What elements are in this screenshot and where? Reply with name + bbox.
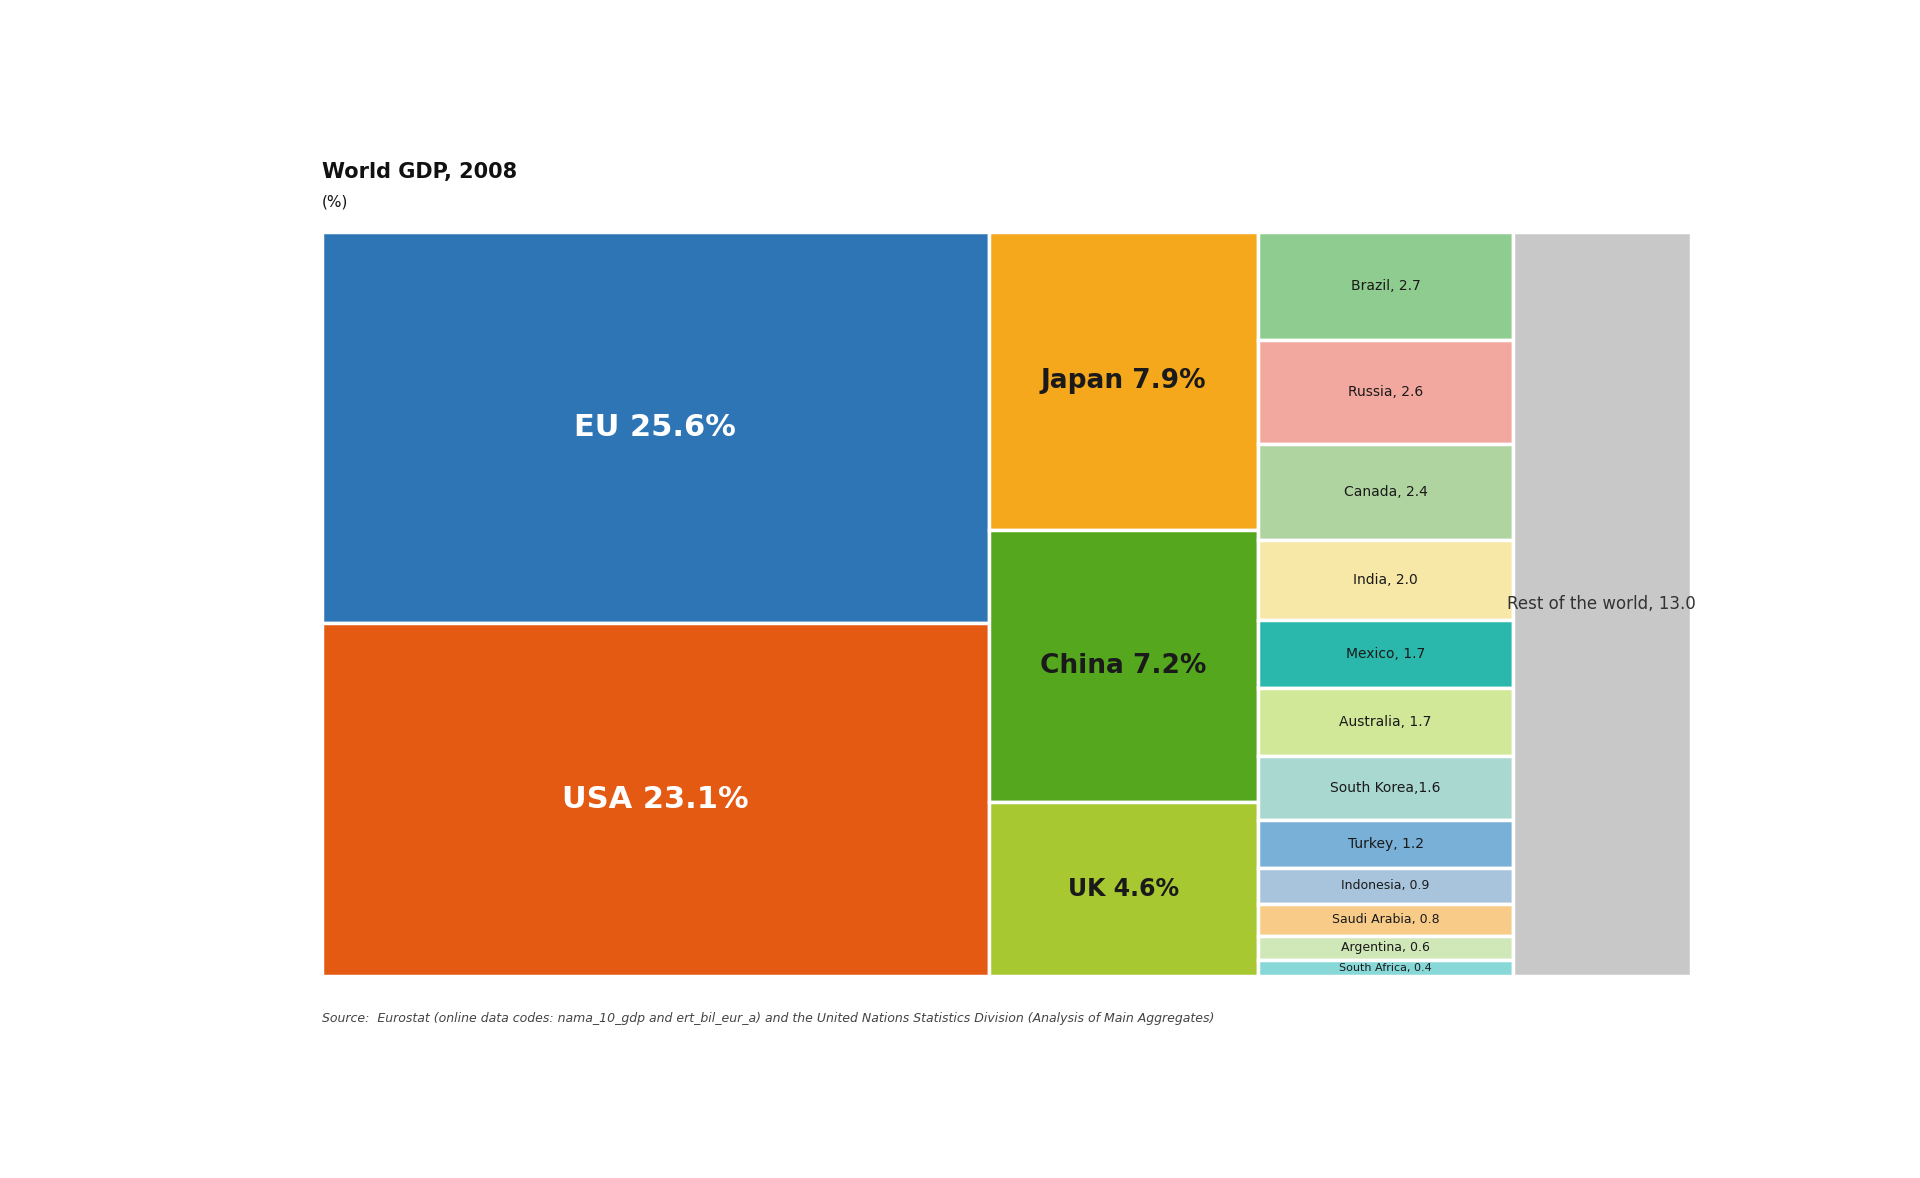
FancyBboxPatch shape xyxy=(1258,232,1513,340)
FancyBboxPatch shape xyxy=(1258,868,1513,904)
FancyBboxPatch shape xyxy=(989,232,1258,530)
FancyBboxPatch shape xyxy=(1258,904,1513,935)
FancyBboxPatch shape xyxy=(1258,935,1513,960)
Text: Japan 7.9%: Japan 7.9% xyxy=(1041,369,1206,395)
Text: Source:  Eurostat (online data codes: nama_10_gdp and ert_bil_eur_a) and the Uni: Source: Eurostat (online data codes: nam… xyxy=(323,1012,1213,1025)
Text: Argentina, 0.6: Argentina, 0.6 xyxy=(1340,941,1430,954)
Text: UK 4.6%: UK 4.6% xyxy=(1068,876,1179,901)
Text: USA 23.1%: USA 23.1% xyxy=(563,785,749,814)
FancyBboxPatch shape xyxy=(1258,340,1513,444)
FancyBboxPatch shape xyxy=(1258,756,1513,820)
FancyBboxPatch shape xyxy=(989,530,1258,802)
FancyBboxPatch shape xyxy=(323,232,989,623)
FancyBboxPatch shape xyxy=(323,623,989,975)
Text: Indonesia, 0.9: Indonesia, 0.9 xyxy=(1342,880,1430,893)
FancyBboxPatch shape xyxy=(1258,540,1513,620)
FancyBboxPatch shape xyxy=(1258,688,1513,756)
Text: Turkey, 1.2: Turkey, 1.2 xyxy=(1348,836,1423,851)
Text: World GDP, 2008: World GDP, 2008 xyxy=(323,163,516,183)
FancyBboxPatch shape xyxy=(1258,960,1513,975)
Text: (%): (%) xyxy=(323,194,348,210)
Text: Russia, 2.6: Russia, 2.6 xyxy=(1348,385,1423,399)
Text: Rest of the world, 13.0: Rest of the world, 13.0 xyxy=(1507,595,1695,613)
Text: Australia, 1.7: Australia, 1.7 xyxy=(1340,715,1432,729)
FancyBboxPatch shape xyxy=(1258,820,1513,868)
Text: South Africa, 0.4: South Africa, 0.4 xyxy=(1338,962,1432,973)
Text: EU 25.6%: EU 25.6% xyxy=(574,413,735,442)
FancyBboxPatch shape xyxy=(1258,444,1513,540)
FancyBboxPatch shape xyxy=(1513,232,1692,975)
Text: Saudi Arabia, 0.8: Saudi Arabia, 0.8 xyxy=(1332,913,1440,926)
Text: Canada, 2.4: Canada, 2.4 xyxy=(1344,485,1427,499)
Text: Brazil, 2.7: Brazil, 2.7 xyxy=(1350,279,1421,293)
Text: India, 2.0: India, 2.0 xyxy=(1354,573,1417,587)
FancyBboxPatch shape xyxy=(989,802,1258,975)
FancyBboxPatch shape xyxy=(1258,620,1513,688)
Text: South Korea,1.6: South Korea,1.6 xyxy=(1331,781,1440,795)
Text: China 7.2%: China 7.2% xyxy=(1041,654,1206,680)
Text: Mexico, 1.7: Mexico, 1.7 xyxy=(1346,647,1425,661)
